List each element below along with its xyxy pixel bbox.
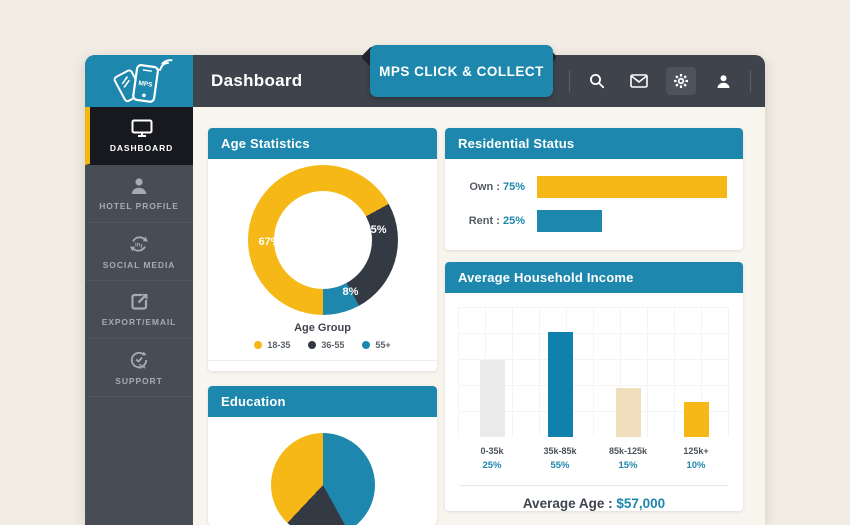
sidebar-item-label: DASHBOARD: [109, 142, 174, 153]
search-icon[interactable]: [582, 67, 612, 95]
bar-label-text: Own :: [469, 181, 500, 193]
top-header: MPS Dashboard MPS CLICK & COLLECT John S…: [85, 45, 765, 107]
bar-track: [537, 210, 727, 232]
income-axis-labels: 0-35k 25% 35k-85k 55% 85k-125k 15% 125: [458, 445, 730, 473]
sidebar-item-support[interactable]: 24 SUPPORT: [85, 339, 193, 397]
donut-slice-label: 8%: [342, 286, 359, 298]
sidebar-item-dashboard[interactable]: DASHBOARD: [85, 107, 193, 165]
legend-item: 55+: [362, 340, 391, 350]
legend-dot: [308, 341, 317, 349]
social-circle-icon: in f: [130, 235, 148, 252]
header-divider: [569, 70, 570, 92]
summary-value: 35: [362, 370, 377, 371]
svg-text:in: in: [135, 242, 141, 248]
bar-track: [537, 176, 727, 198]
user-icon[interactable]: [708, 67, 738, 95]
export-icon: [130, 293, 147, 310]
axis-label: 0-35k 25%: [480, 446, 504, 471]
card-title: Average Household Income: [445, 262, 743, 293]
income-bar-85k-125k[interactable]: [615, 387, 641, 437]
sidebar-item-label: EXPORT/EMAIL: [101, 317, 177, 327]
axis-label: 125k+ 10%: [683, 446, 709, 471]
residential-row-own: Own : 75%: [459, 176, 727, 198]
axis-label: 35k-85k 55%: [543, 446, 577, 471]
monitor-icon: [131, 119, 152, 137]
main-content: Age Statistics 67% 25% 8% Age Group 18-3…: [193, 107, 765, 525]
donut-slice-label: 25%: [364, 224, 387, 236]
residential-status-card: Residential Status Own : 75%: [445, 128, 743, 250]
card-title: Residential Status: [445, 128, 743, 159]
income-bar-0-35k[interactable]: [479, 360, 505, 437]
legend-title: Age Group: [294, 322, 351, 334]
support-24-icon: 24: [130, 351, 148, 370]
card-title: Education: [208, 386, 437, 418]
sidebar-item-label: HOTEL PROFILE: [99, 200, 179, 211]
svg-text:MPS: MPS: [138, 80, 154, 89]
legend-item: 18-35: [254, 340, 290, 350]
bar-label: Own : 75%: [459, 181, 525, 193]
legend-item: 36-55: [308, 340, 344, 350]
bar-value: 75%: [502, 181, 525, 193]
sidebar-item-social-media[interactable]: in f SOCIAL MEDIA: [85, 223, 193, 281]
age-donut-chart[interactable]: 67% 25% 8%: [247, 165, 398, 315]
svg-text:24: 24: [138, 363, 146, 370]
sidebar-nav: DASHBOARD HOTEL PROFILE in f: [85, 107, 193, 525]
household-income-card: Average Household Income 0-35k 25%: [445, 262, 743, 511]
header-divider: [750, 70, 751, 92]
axis-label: 85k-125k 15%: [608, 446, 648, 471]
average-income-summary: Average Age : $57,000: [445, 486, 743, 511]
legend-dot: [254, 341, 263, 349]
summary-value: $57,000: [616, 495, 666, 511]
page-title: Dashboard: [211, 71, 303, 90]
legend-label: 55+: [375, 340, 391, 350]
app-logo[interactable]: MPS: [85, 55, 193, 107]
age-legend: 18-35 36-55 55+: [208, 340, 437, 350]
legend-label: 36-55: [321, 340, 345, 350]
legend-dot: [362, 341, 371, 349]
summary-label: Average Age :: [268, 370, 358, 371]
card-title: Age Statistics: [208, 128, 437, 159]
brand-ribbon-tab[interactable]: MPS CLICK & COLLECT: [370, 45, 553, 97]
own-bar[interactable]: [537, 176, 727, 198]
sidebar-item-hotel-profile[interactable]: HOTEL PROFILE: [85, 165, 193, 223]
mail-icon[interactable]: [624, 67, 654, 95]
rent-bar[interactable]: [537, 210, 602, 232]
sidebar-item-export-email[interactable]: EXPORT/EMAIL: [85, 281, 193, 339]
settings-icon[interactable]: [666, 67, 696, 95]
mps-phone-logo-icon: MPS: [113, 59, 173, 103]
education-card: Education: [208, 386, 437, 525]
residential-row-rent: Rent : 25%: [459, 210, 727, 232]
person-icon: [131, 177, 147, 194]
svg-text:f: f: [141, 244, 144, 250]
donut-slice-label: 67%: [258, 236, 281, 248]
legend-label: 18-35: [267, 340, 291, 350]
income-bar-chart[interactable]: [458, 307, 730, 437]
education-pie-chart[interactable]: [270, 433, 375, 525]
income-bar-125k-plus[interactable]: [683, 401, 709, 437]
summary-label: Average Age :: [522, 495, 613, 511]
income-bar-35k-85k[interactable]: [547, 331, 573, 437]
app-window: MPS Dashboard MPS CLICK & COLLECT John S…: [85, 45, 765, 525]
sidebar-item-label: SUPPORT: [115, 375, 163, 386]
bar-value: 25%: [502, 215, 525, 227]
sidebar-item-label: SOCIAL MEDIA: [102, 259, 176, 270]
age-statistics-card: Age Statistics 67% 25% 8% Age Group 18-3…: [208, 128, 437, 372]
bar-label: Rent : 25%: [459, 215, 525, 227]
average-age-summary: Average Age : 35: [208, 360, 437, 371]
bar-label-text: Rent :: [468, 215, 500, 227]
